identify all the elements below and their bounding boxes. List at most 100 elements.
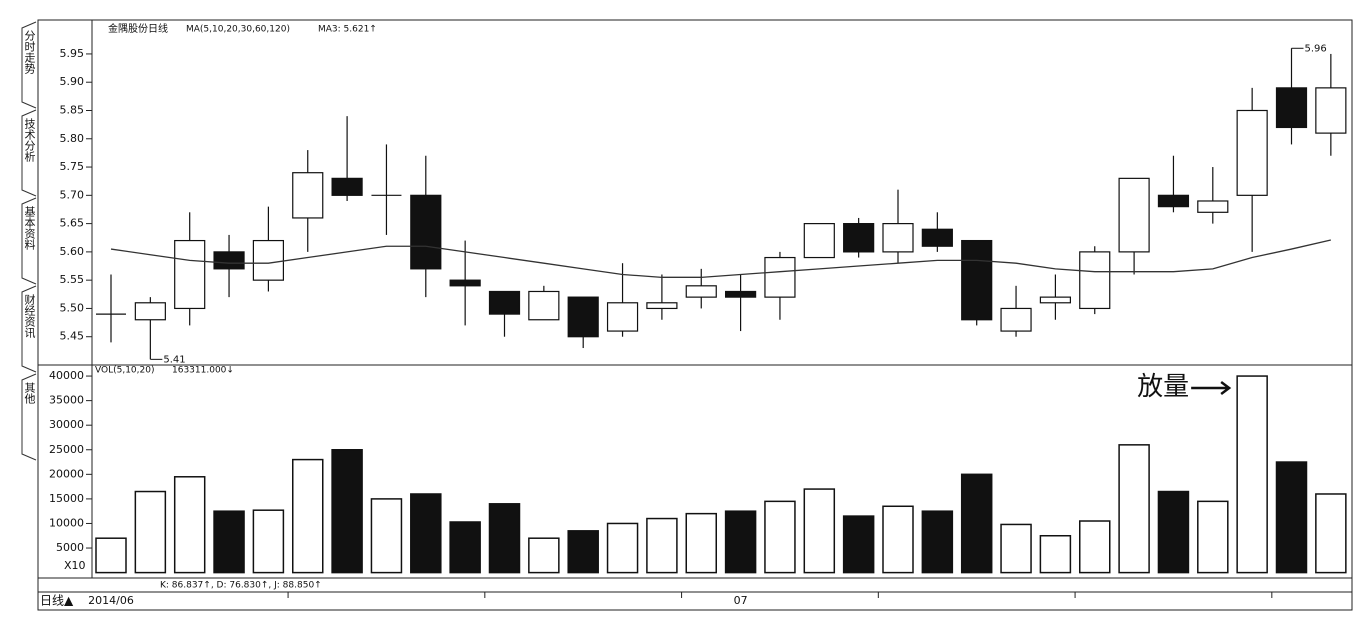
candle-body	[449, 279, 481, 287]
volume-annotation: 放量	[1137, 372, 1189, 402]
y-tick-label: 5.55	[60, 273, 85, 286]
candle-body	[685, 285, 717, 298]
candle-body	[1157, 194, 1190, 208]
y-tick-label: 30000	[49, 418, 84, 431]
candle-body	[252, 239, 284, 281]
y-tick-label: 5.60	[60, 245, 85, 258]
y-tick-label: 5.70	[60, 188, 85, 201]
volume-bar	[567, 530, 599, 574]
candle-body	[882, 223, 914, 253]
volume-bar	[252, 509, 285, 574]
volume-bar	[685, 512, 717, 574]
volume-bar	[449, 521, 481, 574]
annotation-arrow	[1191, 381, 1232, 396]
volume-bar	[1079, 520, 1111, 574]
tab-label[interactable]: 基本资料	[23, 206, 36, 251]
tab-outline	[21, 21, 37, 109]
candle-body	[1275, 87, 1308, 129]
candle-body	[528, 290, 560, 321]
volume-bar	[331, 449, 363, 574]
y-tick-label: 5.50	[60, 301, 85, 314]
volume-bar	[842, 515, 875, 574]
volume-bar	[1000, 523, 1032, 574]
candle-body	[921, 228, 953, 247]
candle-body	[803, 223, 835, 259]
y-tick-label: 15000	[49, 492, 84, 505]
y-tick-label: 5000	[56, 541, 84, 554]
candle-body	[646, 302, 678, 310]
tab-outline	[21, 285, 37, 373]
tab-label[interactable]: 财经资讯	[23, 293, 36, 339]
volume-bar	[606, 522, 639, 574]
y-tick-label: 20000	[49, 467, 84, 480]
volume-bar	[173, 476, 206, 574]
candle-body	[1039, 296, 1072, 304]
candle-body	[331, 177, 363, 196]
candle-body	[606, 302, 639, 332]
volume-bar	[1236, 375, 1268, 574]
vol-readout: 163311.000↓	[172, 366, 234, 376]
volume-bar	[528, 537, 560, 574]
high-annotation: 5.96	[1305, 43, 1327, 54]
y-tick-label: 5.95	[60, 47, 85, 60]
volume-bar	[95, 537, 127, 574]
y-tick-label: 10000	[49, 516, 84, 529]
period-label[interactable]: 日线▲	[40, 594, 74, 608]
volume-bar	[960, 473, 993, 574]
candle-body	[292, 172, 324, 219]
volume-bar	[1039, 534, 1072, 574]
volume-bar	[764, 500, 796, 574]
y-tick-label: 5.65	[60, 217, 85, 230]
volume-bar	[1315, 493, 1347, 574]
tab-label[interactable]: 技术分析	[23, 118, 36, 163]
candle-body	[174, 239, 206, 310]
volume-bar	[134, 490, 167, 574]
tab-outline	[21, 197, 37, 285]
ma-readout: MA3: 5.621↑	[318, 25, 377, 35]
candle-body	[1079, 251, 1111, 310]
x-tick-label: 07	[734, 594, 748, 607]
ma-params: MA(5,10,20,30,60,120)	[186, 25, 290, 35]
volume-bar	[882, 505, 914, 574]
volume-bar	[488, 503, 521, 574]
tab-label[interactable]: 其他	[23, 382, 36, 404]
candle-body	[213, 251, 245, 270]
ma-line	[110, 239, 1331, 278]
volume-bar	[1157, 490, 1190, 574]
candle-body	[843, 223, 875, 253]
tab-label[interactable]: 分时走势	[23, 30, 36, 74]
vol-unit: X10	[64, 559, 86, 572]
frame	[37, 19, 1353, 611]
volume-bar	[410, 493, 442, 574]
x-tick-label: 2014/06	[88, 594, 134, 607]
candle-body	[764, 256, 796, 298]
y-tick-label: 35000	[49, 394, 84, 407]
y-tick-label: 5.45	[60, 330, 85, 343]
volume-bar	[724, 510, 757, 574]
tab-outline	[21, 109, 37, 197]
candle-body	[567, 296, 599, 338]
volume-bar	[921, 510, 954, 574]
chart-title: 金隅股份日线	[108, 22, 168, 35]
volume-bar	[646, 517, 678, 574]
y-tick-label: 40000	[49, 369, 84, 382]
y-tick-label: 5.85	[60, 103, 85, 116]
kdj-readout: K: 86.837↑, D: 76.830↑, J: 88.850↑	[160, 581, 322, 591]
candle-body	[1197, 200, 1229, 213]
candle-body	[134, 302, 166, 321]
volume-bar	[292, 458, 324, 574]
y-tick-label: 5.80	[60, 132, 85, 145]
volume-bar	[370, 498, 403, 574]
volume-bar	[1118, 444, 1150, 574]
candle-body	[1315, 87, 1347, 134]
candle-body	[410, 194, 442, 270]
candle-body	[488, 290, 521, 315]
tab-outline	[21, 373, 37, 461]
candle-body	[724, 290, 757, 298]
volume-bar	[803, 488, 836, 574]
volume-bar	[1197, 500, 1229, 574]
candle-body	[1118, 177, 1150, 253]
low-annotation: 5.41	[163, 354, 185, 365]
